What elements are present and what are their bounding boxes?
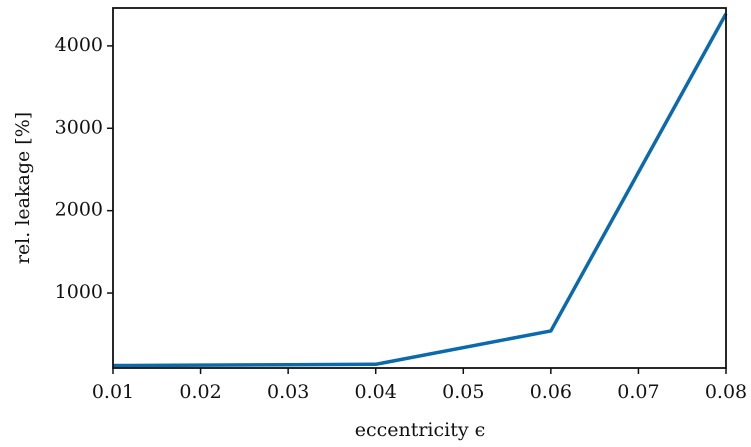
plot-frame — [112, 7, 727, 369]
x-tick-label: 0.07 — [617, 381, 659, 403]
y-tick-label: 4000 — [55, 34, 103, 56]
x-tick-label: 0.03 — [267, 381, 309, 403]
y-tick-label: 2000 — [55, 199, 103, 221]
x-axis-label: eccentricity ϵ — [355, 419, 486, 441]
x-tick-label: 0.05 — [442, 381, 484, 403]
y-axis-label: rel. leakage [%] — [12, 112, 34, 264]
y-tick-label: 1000 — [55, 281, 103, 303]
line — [112, 12, 728, 368]
x-tick-label: 0.02 — [179, 381, 221, 403]
x-tick-label: 0.01 — [92, 381, 134, 403]
x-tick-label: 0.06 — [530, 381, 572, 403]
x-tick-label: 0.08 — [705, 381, 747, 403]
y-tick-label: 3000 — [55, 116, 103, 138]
x-tick-label: 0.04 — [355, 381, 397, 403]
